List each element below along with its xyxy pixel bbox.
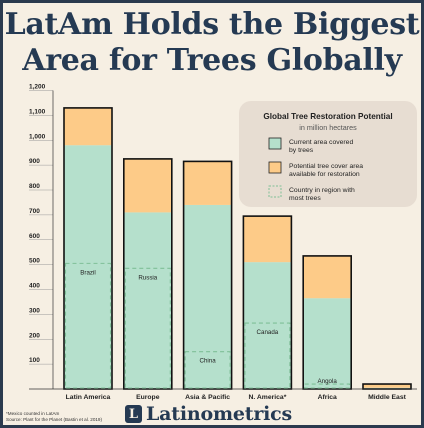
bar-potential [243, 216, 292, 263]
bar-current [243, 262, 292, 389]
legend-swatch-country [268, 185, 282, 198]
bar-current [183, 204, 232, 389]
bar-potential [363, 384, 411, 388]
bar-current [64, 145, 112, 389]
bar-group: Russia Europe [123, 158, 173, 401]
country-label: China [200, 358, 217, 365]
country-outline [304, 383, 351, 389]
latinometrics-logo-icon: L [125, 405, 142, 423]
footnote-mexico: *Mexico counted in LatAm [6, 411, 60, 416]
chart-card: LatAm Holds the Biggest Area for Trees G… [3, 3, 421, 425]
country-outline [124, 267, 171, 389]
gridlines [29, 90, 53, 365]
y-tick-label: 900 [29, 158, 40, 165]
country-outline [64, 262, 112, 389]
footnote: *Mexico counted in LatAm Source: Plant f… [6, 411, 102, 423]
x-tick-label: Middle East [368, 394, 407, 401]
legend-label-potential: Potential tree cover area available for … [289, 163, 365, 178]
bar-group: Angola Africa [302, 255, 353, 401]
y-tick-label: 600 [29, 233, 40, 240]
legend-swatch-potential [268, 161, 282, 174]
country-label: Canada [257, 329, 279, 336]
x-tick-label: Latin America [66, 394, 111, 401]
y-axis: 100 200 300 400 500 600 700 800 900 1,000 1,100 1,2… [29, 84, 417, 390]
x-tick-label: Europe [136, 394, 160, 401]
bar-group: Canada N. America* [242, 215, 293, 401]
legend-box [239, 101, 417, 207]
bar-potential [64, 107, 112, 146]
country-outline [244, 322, 291, 389]
bars: Brazil Latin America Russia Europe China Asia… [63, 107, 412, 401]
legend-swatch-current [268, 137, 282, 150]
y-tick-label: 800 [29, 183, 40, 190]
bar-group: Middle East [362, 383, 412, 401]
bar-group: Brazil Latin America [63, 107, 113, 401]
bar-current [303, 298, 352, 389]
footnote-source: Source: Plant for the Planet (Bastin et … [6, 416, 103, 422]
country-outline [184, 351, 231, 389]
legend-title: Global Tree Restoration Potential [263, 112, 392, 121]
y-tick-label: 200 [29, 332, 40, 339]
x-tick-label: N. America* [248, 394, 286, 401]
legend-subtitle: in million hectares [299, 123, 357, 132]
y-tick-label: 1,100 [29, 108, 46, 115]
y-tick-label: 700 [29, 208, 40, 215]
x-tick-label: Asia & Pacific [185, 394, 230, 401]
bar-current [123, 212, 172, 389]
y-tick-label: 500 [29, 258, 40, 265]
bar-potential [183, 161, 232, 205]
y-tick-label: 100 [29, 357, 40, 364]
title-line-2: Area for Trees Globally [22, 43, 402, 78]
y-tick-label: 1,200 [29, 84, 46, 91]
y-tick-label: 400 [29, 283, 40, 290]
country-label: Angola [318, 378, 338, 385]
bar-potential [303, 255, 352, 299]
page-title: LatAm Holds the Biggest Area for Trees G… [3, 7, 421, 79]
bar-potential [123, 158, 172, 213]
title-line-1: LatAm Holds the Biggest [4, 7, 420, 42]
brand-name: Latinometrics [146, 403, 293, 425]
bar-chart: Brazil Latin America Russia Europe China Asia… [29, 84, 417, 401]
legend: Global Tree Restoration Potential in mil… [239, 101, 417, 207]
bar-group: China Asia & Pacific [182, 160, 233, 401]
legend-label-country: Country in region with most trees [289, 187, 357, 202]
x-tick-label: Africa [318, 394, 337, 401]
y-tick-label: 300 [29, 307, 40, 314]
legend-label-current: Current area covered by trees [289, 139, 355, 154]
country-label: Brazil [80, 269, 95, 276]
brand-logo: L Latinometrics [125, 403, 292, 425]
country-label: Russia [138, 274, 157, 281]
y-tick-label: 1,000 [29, 133, 46, 140]
